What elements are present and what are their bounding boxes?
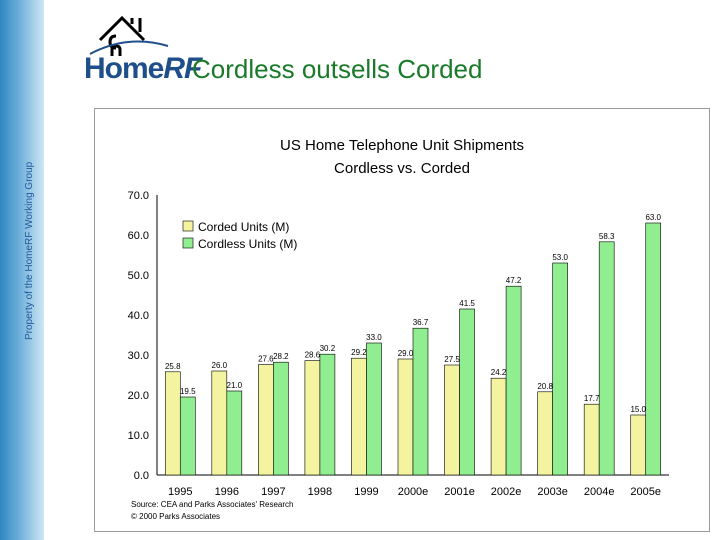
bar-corded	[304, 360, 321, 476]
chart-subtitle: Cordless vs. Corded	[334, 160, 470, 177]
data-label-corded: 29.0	[398, 349, 414, 358]
data-labels: 25.8 19.5 26.0 21.0 27.6 28.2 28.630.2 29.2 33.0…	[165, 213, 662, 414]
bar-cordless	[552, 262, 568, 476]
x-tick-label: 1998	[308, 486, 332, 498]
source-line-2: © 2000 Parks Associates	[131, 512, 220, 521]
bar-cordless	[179, 396, 196, 476]
data-label-corded: 28.6	[305, 351, 321, 360]
y-tick-labels: 0.0 10.0 20.0 30.0 40.0 50.0 60.0 70.0	[128, 190, 149, 482]
bar-cordless	[645, 222, 662, 476]
data-label-corded: 27.6	[258, 355, 274, 364]
x-tick-label: 1999	[354, 486, 378, 498]
x-tick-label: 2003e	[537, 486, 568, 498]
slide-title: Cordless outsells Corded	[192, 54, 483, 84]
bar-cordless	[505, 285, 522, 476]
bar-cordless	[412, 327, 429, 476]
data-label-corded: 20.8	[537, 382, 553, 391]
y-tick-label: 70.0	[128, 190, 149, 202]
y-tick-label: 50.0	[128, 270, 149, 282]
y-tick-label: 10.0	[128, 430, 149, 442]
bar-cordless	[273, 361, 289, 476]
bar-cordless	[319, 353, 336, 476]
x-tick-label: 1995	[168, 486, 192, 498]
data-label-cordless: 21.0	[227, 381, 243, 390]
legend-swatch-cordless	[182, 237, 194, 249]
bar-corded	[583, 403, 600, 476]
x-tick-label: 2000e	[398, 486, 429, 498]
x-tick-label: 2005e	[630, 486, 661, 498]
data-label-cordless: 58.3	[599, 232, 615, 241]
data-label-cordless: 41.5	[459, 299, 475, 308]
data-label-cordless: 63.0	[645, 213, 661, 222]
x-tick-label: 1997	[261, 486, 285, 498]
data-label-corded: 15.0	[630, 405, 646, 414]
source-line-1: Source: CEA and Parks Associates' Resear…	[131, 500, 294, 509]
bar-cordless	[366, 342, 382, 476]
legend: Corded Units (M) Cordless Units (M)	[182, 220, 297, 251]
y-tick-label: 60.0	[128, 230, 149, 242]
house-icon	[98, 15, 146, 56]
y-tick-label: 40.0	[128, 310, 149, 322]
bar-corded	[258, 364, 274, 476]
data-label-cordless: 53.0	[552, 253, 568, 262]
side-caption: Property of the HomeRF Working Group	[24, 128, 46, 348]
shipments-chart: US Home Telephone Unit Shipments Cordles…	[128, 137, 669, 521]
chart-title: US Home Telephone Unit Shipments	[280, 137, 524, 154]
data-label-cordless: 30.2	[320, 344, 336, 353]
bars	[164, 222, 662, 476]
data-label-cordless: 47.2	[506, 276, 522, 285]
data-label-corded: 27.5	[444, 355, 460, 364]
bar-corded	[490, 377, 507, 476]
bar-corded	[630, 414, 647, 476]
x-tick-label: 2004e	[584, 486, 615, 498]
data-label-corded: 26.0	[212, 361, 228, 370]
x-tick-label: 2001e	[444, 486, 475, 498]
logo-wordmark: HomeRF	[84, 52, 202, 86]
x-tick-label: 2002e	[491, 486, 522, 498]
data-label-corded: 24.2	[491, 368, 507, 377]
logo-home-text: Home	[84, 52, 164, 85]
legend-swatch-corded	[182, 220, 194, 232]
side-caption-text: Property of the HomeRF Working Group	[24, 161, 35, 340]
bar-corded	[397, 358, 414, 476]
legend-label-corded: Corded Units (M)	[198, 220, 289, 234]
bar-cordless	[459, 308, 475, 476]
chart-frame: US Home Telephone Unit Shipments Cordles…	[94, 108, 710, 532]
bar-corded	[211, 370, 228, 476]
bar-corded	[444, 364, 460, 476]
data-label-corded: 25.8	[165, 362, 181, 371]
data-label-corded: 29.2	[351, 348, 367, 357]
data-label-cordless: 19.5	[180, 387, 196, 396]
legend-label-cordless: Cordless Units (M)	[198, 237, 297, 251]
bar-corded	[537, 391, 553, 476]
bar-corded	[164, 371, 181, 476]
y-tick-label: 0.0	[134, 470, 149, 482]
data-label-cordless: 33.0	[366, 333, 382, 342]
bar-cordless	[598, 241, 615, 476]
data-label-corded: 17.7	[584, 394, 600, 403]
logo-rf-text: RF	[163, 52, 202, 85]
x-tick-label: 1996	[215, 486, 239, 498]
left-accent-bar	[0, 0, 44, 540]
y-tick-label: 30.0	[128, 350, 149, 362]
data-label-cordless: 28.2	[273, 352, 289, 361]
x-tick-labels: 1995 1996 1997 1998 1999 2000e 2001e 2002e 2003e…	[168, 486, 661, 498]
y-tick-label: 20.0	[128, 390, 149, 402]
bar-corded	[351, 357, 367, 476]
bar-cordless	[226, 390, 243, 476]
homerf-logo	[89, 15, 169, 56]
data-label-cordless: 36.7	[413, 318, 429, 327]
